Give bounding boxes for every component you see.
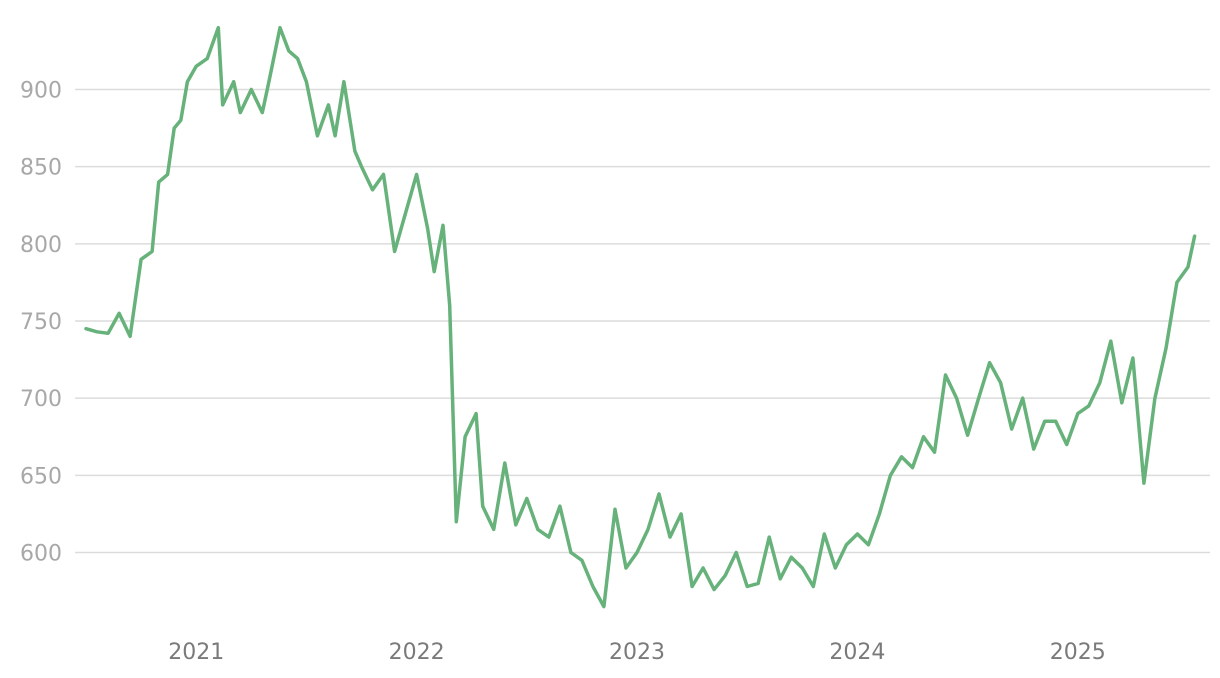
x-tick-label: 2023 [609,640,665,665]
x-tick-label: 2021 [168,640,224,665]
y-tick-label: 750 [20,310,62,335]
x-tick-label: 2024 [829,640,885,665]
series-layer [84,25,1197,609]
y-tick-label: 900 [20,78,62,103]
series-line-1 [84,25,1197,609]
x-axis-ticks: 2021 2022 2023 2024 2025 [168,640,1106,665]
gridlines [75,88,1210,554]
y-tick-label: 650 [20,464,62,489]
x-tick-label: 2025 [1050,640,1106,665]
y-tick-label: 600 [20,542,62,567]
y-axis-ticks: 600 650 700 750 800 850 900 [20,78,62,566]
x-tick-label: 2022 [389,640,445,665]
y-tick-label: 800 [20,233,62,258]
y-tick-label: 850 [20,156,62,181]
y-tick-label: 700 [20,387,62,412]
